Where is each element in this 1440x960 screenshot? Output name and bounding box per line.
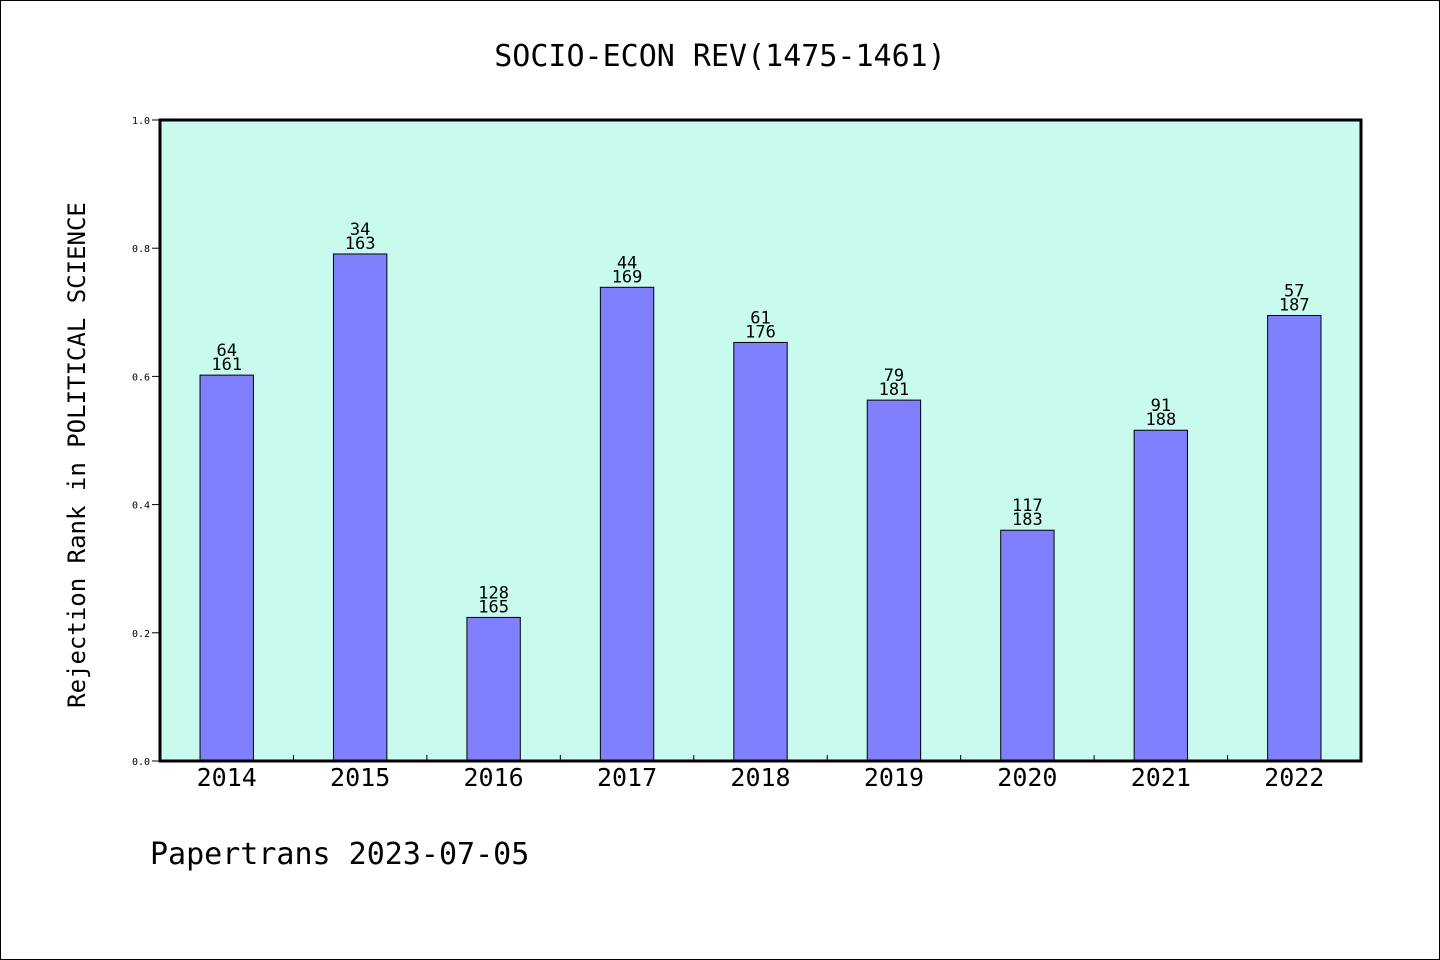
y-tick-label: 0.8 [132,244,150,255]
bar-label-top: 44 [617,253,637,273]
bar-labels-group: 6416134163128165441696117679181117183911… [211,220,1309,617]
y-axis: 0.0 0.2 0.4 0.6 0.8 1.0 [132,116,160,768]
bar-label-top: 57 [1284,282,1304,302]
bar-2017 [599,286,655,762]
bar-label-top: 91 [1151,396,1171,416]
y-tick-label: 1.0 [132,116,150,127]
x-tick-label: 2019 [864,763,924,792]
x-tick-label: 2021 [1131,763,1191,792]
bar-label-top: 79 [884,366,904,386]
bar-2020 [1000,529,1055,762]
y-tick-label: 0.4 [132,501,150,512]
x-tick-label: 2020 [997,763,1057,792]
bar-label-bottom: 181 [879,380,910,400]
chart-title: SOCIO-ECON REV(1475-1461) [494,39,946,74]
y-axis-label: Rejection Rank in POLITICAL SCIENCE [63,202,91,708]
bar-2016 [466,616,521,762]
bar-label-bottom: 165 [478,597,509,617]
x-tick-label: 2014 [197,763,257,792]
bar-2021 [1133,429,1189,762]
x-tick-label: 2017 [597,763,657,792]
bar-label-top: 61 [750,308,770,328]
bar-2018 [733,341,788,762]
bar-label-top: 34 [350,220,370,240]
bar-label-bottom: 169 [612,267,643,287]
bar-label-bottom: 161 [211,355,242,375]
x-tick-label: 2015 [330,763,390,792]
x-axis: 2014 2015 2016 2017 2018 2019 2020 2021 2022 [197,755,1324,792]
bar-label-bottom: 187 [1279,296,1310,316]
bar-2022 [1267,315,1322,762]
y-tick-label: 0.0 [132,757,150,768]
y-tick-label: 0.2 [132,629,150,640]
x-tick-label: 2022 [1264,763,1324,792]
bar-label-top: 128 [478,583,509,603]
plot-border [158,118,1363,763]
x-tick-label: 2018 [730,763,790,792]
bar-label-bottom: 183 [1012,510,1043,530]
bar-label-bottom: 163 [345,234,376,254]
bar-2014 [199,374,254,762]
bar-label-top: 64 [216,341,236,361]
bar-label-bottom: 176 [745,322,776,342]
x-tick-label: 2016 [464,763,524,792]
bar-label-top: 117 [1012,496,1043,516]
bars-group [199,253,1322,762]
y-tick-label: 0.6 [132,372,150,383]
bar-label-bottom: 188 [1145,410,1176,430]
bar-2019 [866,399,922,762]
bar-2015 [332,253,388,762]
footer-text: Papertrans 2023-07-05 [150,837,529,872]
